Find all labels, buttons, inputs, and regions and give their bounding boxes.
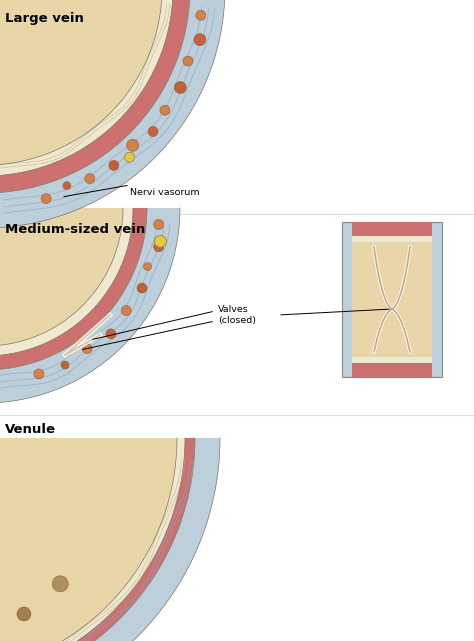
Circle shape <box>34 369 44 379</box>
Circle shape <box>82 344 92 354</box>
Circle shape <box>85 174 95 183</box>
Circle shape <box>144 263 152 271</box>
Polygon shape <box>0 208 133 356</box>
Circle shape <box>194 33 206 46</box>
Circle shape <box>41 194 51 204</box>
Polygon shape <box>0 438 220 641</box>
Circle shape <box>63 181 71 190</box>
Circle shape <box>174 81 186 94</box>
Circle shape <box>109 160 119 171</box>
Polygon shape <box>0 0 173 176</box>
Circle shape <box>154 242 164 252</box>
Bar <box>352 363 432 377</box>
Circle shape <box>17 607 31 621</box>
Text: Venule: Venule <box>5 423 56 436</box>
Circle shape <box>160 105 170 115</box>
Circle shape <box>154 219 164 229</box>
Polygon shape <box>0 0 225 228</box>
Circle shape <box>148 126 158 137</box>
Bar <box>352 242 432 357</box>
Polygon shape <box>0 208 180 403</box>
Circle shape <box>121 306 131 315</box>
Polygon shape <box>0 0 162 165</box>
Circle shape <box>137 283 147 293</box>
Text: Nervi vasorum: Nervi vasorum <box>130 188 200 197</box>
Text: Valves
(closed): Valves (closed) <box>218 305 256 325</box>
Circle shape <box>106 329 116 339</box>
Polygon shape <box>0 208 123 346</box>
Circle shape <box>155 235 166 247</box>
Text: Medium-sized vein: Medium-sized vein <box>5 223 145 236</box>
Bar <box>352 222 432 236</box>
Polygon shape <box>0 208 147 370</box>
Circle shape <box>183 56 193 66</box>
Circle shape <box>125 152 135 162</box>
Polygon shape <box>0 438 185 641</box>
Bar <box>352 236 432 242</box>
Text: Large vein: Large vein <box>5 12 84 25</box>
Polygon shape <box>0 438 177 641</box>
Circle shape <box>52 576 68 592</box>
Polygon shape <box>0 0 190 193</box>
Circle shape <box>196 10 206 21</box>
Circle shape <box>61 361 69 369</box>
Circle shape <box>127 139 139 151</box>
Polygon shape <box>0 438 195 641</box>
Bar <box>352 357 432 363</box>
Bar <box>342 222 442 377</box>
